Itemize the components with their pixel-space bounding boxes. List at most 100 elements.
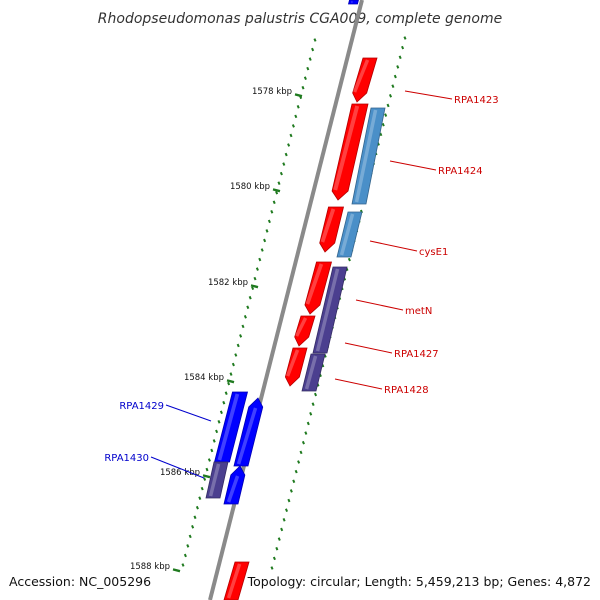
feature-rpa1424-cds[interactable]: [351, 107, 386, 205]
tick-dot-inner: [207, 458, 211, 462]
tick-dot-inner: [200, 486, 204, 491]
map-title: Rhodopseudomonas palustris CGA009, compl…: [98, 11, 502, 27]
gene-label-leader: [404, 90, 453, 100]
tick-dot-inner: [263, 238, 267, 243]
tick-dot-inner: [279, 171, 283, 176]
tick-dot-inner: [227, 381, 231, 386]
gene-partial-bottom[interactable]: [223, 561, 250, 600]
gene-label-cyse1[interactable]: cysE1: [419, 247, 448, 258]
gene-label-metn[interactable]: metN: [405, 306, 432, 317]
tick-dot-outer: [306, 421, 310, 426]
tick-dot-inner: [287, 143, 291, 147]
tick-dot-inner: [294, 114, 298, 119]
tick-dot-inner: [219, 410, 223, 415]
tick-dot-outer: [403, 36, 407, 40]
tick-dot-outer: [347, 257, 351, 262]
tick-dot-inner: [224, 391, 228, 395]
tick-dot-inner: [313, 38, 317, 42]
tick-dot-inner: [183, 553, 187, 558]
tick-dot-inner: [198, 496, 202, 500]
tick-dot-inner: [303, 76, 307, 80]
tick-dot-inner: [231, 362, 235, 367]
feature-rpa1429-cds[interactable]: [205, 461, 229, 499]
tick-dot-outer: [309, 412, 313, 416]
gene-rpa1429-b[interactable]: [233, 397, 264, 467]
accession-text: Accession: NC_005296: [9, 574, 151, 589]
gene-label-rpa1428[interactable]: RPA1428: [384, 385, 429, 396]
gene-label-rpa1423[interactable]: RPA1423: [454, 95, 499, 106]
tick-dot-inner: [229, 372, 233, 376]
gene-features: [205, 0, 386, 600]
tick-dot-outer: [311, 402, 315, 406]
tick-dot-inner: [243, 315, 247, 319]
gene-label-leader: [389, 160, 437, 171]
tick-dot-outer: [396, 65, 400, 69]
tick-dot-inner: [260, 248, 264, 252]
gene-partial-top[interactable]: [347, 0, 359, 5]
gene-label-leader: [344, 342, 393, 354]
tick-dot-inner: [188, 534, 192, 539]
feature-cyse1-cds[interactable]: [336, 211, 363, 258]
tick-dot-inner: [203, 477, 207, 481]
tick-dot-outer: [272, 556, 276, 561]
tick-dot-outer: [294, 469, 298, 474]
tick-dot-outer: [287, 498, 291, 503]
kbp-ticks: 1578 kbp 1580 kbp 1582 kbp 1584 kbp 1586 kbp…: [130, 87, 303, 573]
gene-rpa1429[interactable]: [213, 391, 249, 463]
gene-label-leader: [369, 240, 418, 252]
gene-rpa1423[interactable]: [352, 57, 378, 103]
tick-dot-outer: [388, 94, 393, 98]
tick-dot-inner: [277, 181, 281, 185]
tick-dot-inner: [289, 133, 293, 138]
gene-metn[interactable]: [304, 261, 333, 315]
feature-metn-cds[interactable]: [312, 266, 348, 354]
tick-dot-outer: [304, 431, 308, 435]
tick-dot-outer: [391, 84, 395, 88]
tick-dot-inner: [215, 429, 219, 434]
gene-label-rpa1424[interactable]: RPA1424: [438, 166, 483, 177]
tick-dot-inner: [239, 334, 243, 338]
tick-dot-outer: [384, 113, 388, 117]
kbp-tick: [202, 474, 211, 479]
tick-dot-outer: [381, 122, 385, 127]
feature-rpa1428-cds[interactable]: [301, 353, 326, 392]
tick-dot-inner: [308, 57, 312, 61]
tick-dot-outer: [401, 45, 405, 50]
tick-dot-inner: [193, 515, 197, 520]
kbp-label: 1586 kbp: [160, 468, 200, 478]
tick-dot-outer: [398, 55, 402, 60]
tick-dot-inner: [296, 105, 300, 109]
tick-dot-outer: [393, 74, 397, 79]
tick-dot-outer: [386, 103, 390, 108]
tick-dots-inner: [181, 38, 317, 567]
tick-dot-inner: [195, 505, 199, 510]
tick-dot-inner: [267, 219, 271, 224]
gene-label-rpa1427[interactable]: RPA1427: [394, 349, 439, 360]
tick-dot-inner: [210, 448, 214, 453]
gene-rpa1424[interactable]: [331, 103, 369, 201]
gene-cyse1[interactable]: [319, 206, 345, 253]
tick-dot-inner: [246, 305, 250, 310]
gene-label-rpa1430[interactable]: RPA1430: [104, 453, 149, 464]
tick-dot-inner: [205, 467, 209, 472]
tick-dot-outer: [280, 527, 284, 532]
gene-rpa1430[interactable]: [223, 465, 246, 505]
tick-dot-outer: [275, 546, 279, 551]
tick-dot-inner: [241, 324, 245, 329]
gene-label-leader: [334, 378, 383, 390]
tick-dot-inner: [272, 200, 276, 205]
tick-dot-inner: [186, 544, 190, 548]
tick-dot-inner: [258, 257, 262, 262]
tick-dot-outer: [292, 479, 296, 484]
kbp-tick: [250, 284, 259, 289]
kbp-label: 1588 kbp: [130, 562, 170, 572]
tick-dot-inner: [236, 343, 240, 348]
tick-dot-inner: [191, 525, 195, 529]
tick-dot-inner: [311, 47, 315, 52]
gene-label-rpa1429[interactable]: RPA1429: [119, 401, 164, 412]
tick-dot-outer: [277, 537, 281, 541]
gene-rpa1428[interactable]: [284, 347, 308, 387]
tick-dot-inner: [291, 124, 295, 128]
gene-rpa1427[interactable]: [294, 315, 316, 347]
